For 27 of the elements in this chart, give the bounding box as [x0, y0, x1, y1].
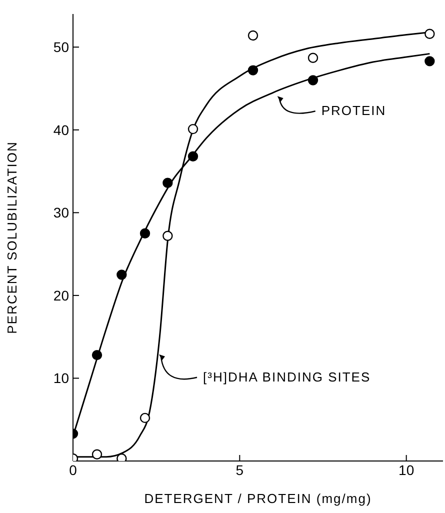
- x-tick-label: 10: [398, 462, 414, 478]
- point: [248, 30, 258, 41]
- annotation: [³H]DHA BINDING SITES: [203, 369, 371, 384]
- point: [308, 52, 318, 63]
- point: [424, 28, 435, 39]
- y-tick-label: 10: [53, 370, 70, 386]
- y-tick-label: 40: [53, 122, 70, 138]
- y-tick-label: 20: [53, 287, 70, 304]
- point: [140, 412, 150, 424]
- x-tick-label: 0: [69, 462, 78, 478]
- point: [92, 350, 102, 360]
- point: [140, 228, 150, 238]
- point: [248, 65, 258, 76]
- point: [116, 270, 127, 280]
- x-tick-label: 5: [236, 462, 244, 478]
- point: [188, 124, 198, 134]
- x-axis-title: DETERGENT / PROTEIN (mg/mg): [144, 491, 372, 506]
- y-tick-label: 30: [53, 204, 70, 221]
- point: [188, 151, 198, 162]
- point: [162, 230, 173, 241]
- point: [308, 75, 318, 86]
- y-tick-label: 50: [53, 39, 70, 56]
- point: [424, 56, 435, 66]
- y-axis-title: PERCENT SOLUBILIZATION: [4, 141, 20, 334]
- point: [92, 449, 102, 460]
- point: [162, 178, 173, 188]
- annotation: PROTEIN: [321, 103, 386, 118]
